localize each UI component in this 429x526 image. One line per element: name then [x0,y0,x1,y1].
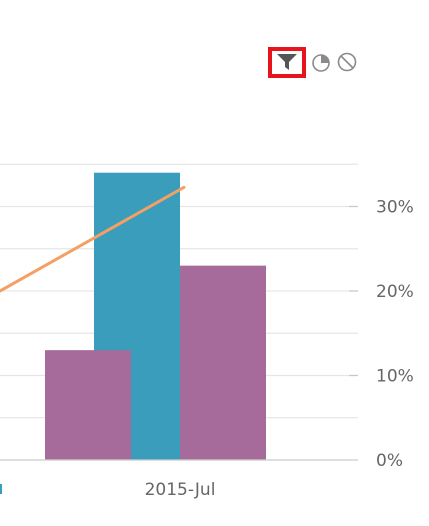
no-symbol-button[interactable] [334,49,360,75]
line-series [0,185,186,296]
pie-chart-button[interactable] [308,49,334,75]
bar-series-2-category-2[interactable] [180,265,266,460]
pie-chart-icon [312,54,330,72]
chart-toolbar [268,46,360,78]
x-axis-labels: 2015-Jul [0,480,215,500]
no-symbol-icon [337,52,357,72]
y-tick-label: 10% [376,367,414,387]
y-tick-label: 20% [376,282,414,302]
clipped-category-label [0,484,2,494]
x-category-label: 2015-Jul [145,480,216,500]
bar-series-2-category-1[interactable] [45,350,131,460]
bars [45,172,266,460]
y-axis-right: 0% 10% 20% 30% [0,198,414,471]
y-tick-label: 30% [376,198,414,218]
filter-icon [277,54,297,70]
filter-button[interactable] [268,46,306,78]
line-series[interactable] [0,185,186,296]
y-tick-label: 0% [376,451,403,471]
